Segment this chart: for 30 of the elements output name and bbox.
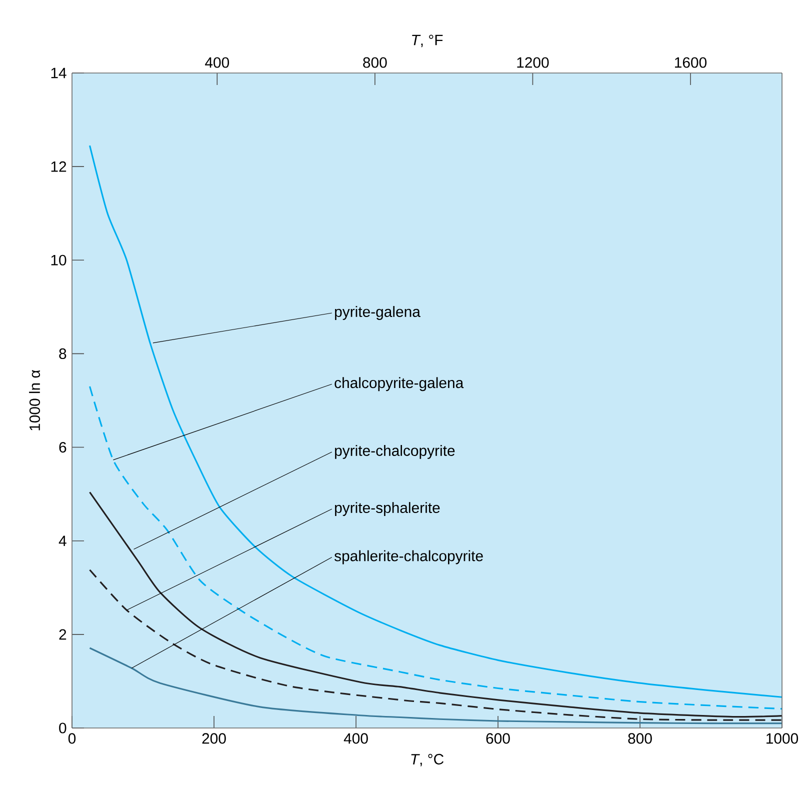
y-tick-label: 12: [51, 161, 66, 172]
y-tick-label: 4: [58, 536, 66, 546]
y-tick-label: 2: [59, 629, 66, 640]
y-tick-label: 8: [59, 348, 66, 359]
x-tick-label: 400: [344, 733, 368, 744]
annotation: pyrite-chalcopyrite: [335, 445, 455, 459]
x-tick-label: 800: [628, 733, 652, 744]
line-series: [88, 491, 782, 718]
x2-axis-title: T, °F: [412, 34, 443, 48]
x-tick-label: 600: [486, 733, 510, 744]
x-tick-label: 1000: [766, 733, 798, 744]
x2-tick-label: 400: [205, 57, 230, 68]
x2-tick-label: 1200: [517, 57, 549, 68]
x-tick-label: 0: [68, 733, 76, 744]
y-tick-label: 14: [51, 68, 66, 78]
x-tick-label: 200: [202, 733, 226, 744]
annotation: chalcopyrite-galena: [334, 377, 464, 392]
annotation: pyrite-sphalerite: [335, 502, 440, 516]
line-series: [88, 647, 782, 724]
x-axis-title: T, °C: [411, 754, 444, 766]
line-series: [88, 569, 782, 721]
y-tick-label: 0: [59, 722, 66, 734]
line-series: [88, 144, 782, 698]
y-axis-title: 1000 ln α: [29, 370, 40, 430]
y-tick-label: 6: [59, 442, 66, 453]
annotation: pyrite-galena: [335, 306, 420, 320]
y-tick-label: 10: [51, 254, 66, 266]
x2-tick-label: 800: [363, 57, 387, 68]
x2-tick-label: 1600: [675, 57, 707, 68]
annotation: spahlerite-chalcopyrite: [334, 550, 483, 564]
